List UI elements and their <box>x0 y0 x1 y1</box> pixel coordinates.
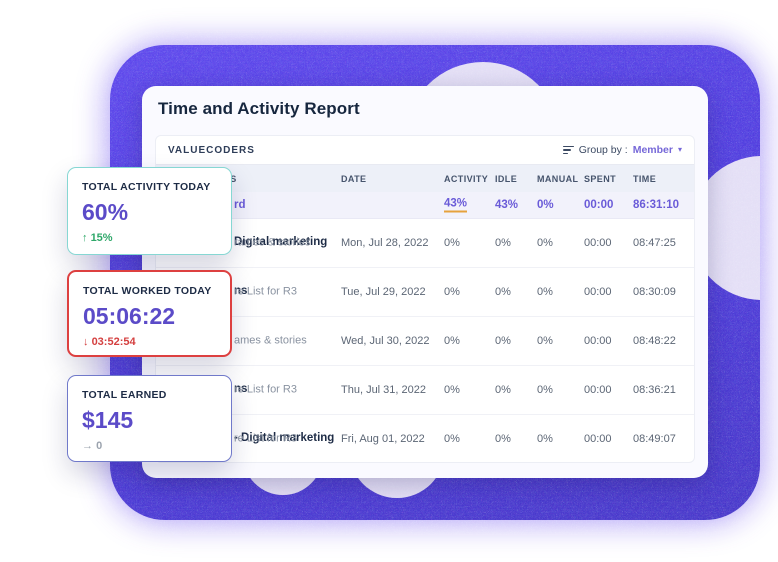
date-cell: Mon, Jul 28, 2022 <box>341 237 429 249</box>
table-row[interactable]: ns re List for R3 Tue, Jul 29, 2022 0% 0… <box>156 268 694 317</box>
time-cell: 08:30:09 <box>633 286 676 298</box>
sort-lines-icon <box>562 145 574 155</box>
activity-cell: 0% <box>444 384 460 396</box>
trend-up-icon: ↑ <box>82 232 88 244</box>
idle-cell: 0% <box>495 384 511 396</box>
summary-activity: 43% <box>444 198 468 213</box>
stat-card-total-earned: TOTAL EARNED $145 → 0 <box>67 375 232 462</box>
stat-card-total-worked: TOTAL WORKED TODAY 05:06:22 ↓ 03:52:54 <box>67 270 232 357</box>
col-idle[interactable]: IDLE <box>495 173 518 184</box>
summary-manual: 0% <box>537 199 554 211</box>
summary-spent: 00:00 <box>584 199 614 211</box>
task-name: re List for R3 <box>234 383 297 396</box>
project-name: ns <box>234 383 248 396</box>
stat-delta: ↑ 15% <box>82 232 217 244</box>
trend-down-icon: ↓ <box>83 336 89 348</box>
activity-cell: 0% <box>444 335 460 347</box>
group-by-value: Member <box>632 144 673 156</box>
manual-cell: 0% <box>537 384 553 396</box>
stat-delta-value: 15% <box>90 232 113 244</box>
summary-time: 86:31:10 <box>633 199 680 211</box>
table-row[interactable]: ns re List for R3 Thu, Jul 31, 2022 0% 0… <box>156 366 694 415</box>
stat-label: TOTAL WORKED TODAY <box>83 285 212 297</box>
idle-cell: 0% <box>495 237 511 249</box>
task-name: re List for R3 <box>234 432 297 445</box>
time-cell: 08:47:25 <box>633 237 676 249</box>
activity-cell: 0% <box>444 433 460 445</box>
project-name: Digital marketing <box>234 236 328 249</box>
company-name: VALUECODERS <box>168 144 255 156</box>
stat-delta-value: 0 <box>96 440 103 452</box>
group-by-dropdown[interactable]: Group by : Member ▾ <box>562 144 682 156</box>
col-date[interactable]: DATE <box>341 173 367 184</box>
stat-value: $145 <box>82 407 134 433</box>
manual-cell: 0% <box>537 286 553 298</box>
stat-value: 05:06:22 <box>83 303 176 329</box>
task-name: ames & stories <box>234 334 307 347</box>
table-row[interactable]: Digital marketing rames & stories Mon, J… <box>156 219 694 268</box>
stat-label: TOTAL ACTIVITY TODAY <box>82 181 211 193</box>
project-name: ns <box>234 285 248 298</box>
spent-cell: 00:00 <box>584 433 612 445</box>
col-manual[interactable]: MANUAL <box>537 173 579 184</box>
spent-cell: 00:00 <box>584 237 612 249</box>
stat-card-total-activity: TOTAL ACTIVITY TODAY 60% ↑ 15% <box>67 167 232 255</box>
date-cell: Tue, Jul 29, 2022 <box>341 286 426 298</box>
stat-value: 60% <box>82 199 129 225</box>
idle-cell: 0% <box>495 433 511 445</box>
spent-cell: 00:00 <box>584 286 612 298</box>
date-cell: Wed, Jul 30, 2022 <box>341 335 430 347</box>
date-cell: Thu, Jul 31, 2022 <box>341 384 427 396</box>
col-activity[interactable]: ACTIVITY <box>444 173 489 184</box>
table-row[interactable]: - Digital marketing re List for R3 Fri, … <box>156 415 694 463</box>
page-title: Time and Activity Report <box>158 99 360 118</box>
task-name: rames & stories <box>234 236 311 249</box>
idle-cell: 0% <box>495 286 511 298</box>
date-cell: Fri, Aug 01, 2022 <box>341 433 425 445</box>
time-cell: 08:48:22 <box>633 335 676 347</box>
member-name-fragment: rd <box>234 199 246 211</box>
spent-cell: 00:00 <box>584 384 612 396</box>
chevron-down-icon: ▾ <box>677 145 682 154</box>
stat-label: TOTAL EARNED <box>82 389 167 401</box>
spent-cell: 00:00 <box>584 335 612 347</box>
stat-delta: ↓ 03:52:54 <box>83 336 216 348</box>
activity-cell: 0% <box>444 237 460 249</box>
trend-neutral-icon: → <box>82 440 93 452</box>
idle-cell: 0% <box>495 335 511 347</box>
group-by-label: Group by : <box>578 144 628 156</box>
stat-delta-value: 03:52:54 <box>91 336 136 348</box>
col-time[interactable]: TIME <box>633 173 657 184</box>
report-card: Time and Activity Report VALUECODERS Gro… <box>142 86 708 478</box>
stat-delta: → 0 <box>82 440 217 452</box>
activity-table: VALUECODERS Group by : Member ▾ DETAILS … <box>155 135 695 463</box>
time-cell: 08:49:07 <box>633 433 676 445</box>
table-row[interactable]: ames & stories Wed, Jul 30, 2022 0% 0% 0… <box>156 317 694 366</box>
member-summary-row[interactable]: rd 43% 43% 0% 00:00 86:31:10 <box>156 192 694 219</box>
manual-cell: 0% <box>537 433 553 445</box>
col-spent[interactable]: SPENT <box>584 173 617 184</box>
manual-cell: 0% <box>537 237 553 249</box>
project-name: - Digital marketing <box>234 432 335 445</box>
table-header-bar: VALUECODERS Group by : Member ▾ <box>156 136 694 165</box>
task-name: re List for R3 <box>234 285 297 298</box>
manual-cell: 0% <box>537 335 553 347</box>
activity-cell: 0% <box>444 286 460 298</box>
time-cell: 08:36:21 <box>633 384 676 396</box>
column-header-row: DETAILS ↑ DATE ACTIVITY IDLE MANUAL SPEN… <box>156 165 694 192</box>
summary-idle: 43% <box>495 199 519 211</box>
